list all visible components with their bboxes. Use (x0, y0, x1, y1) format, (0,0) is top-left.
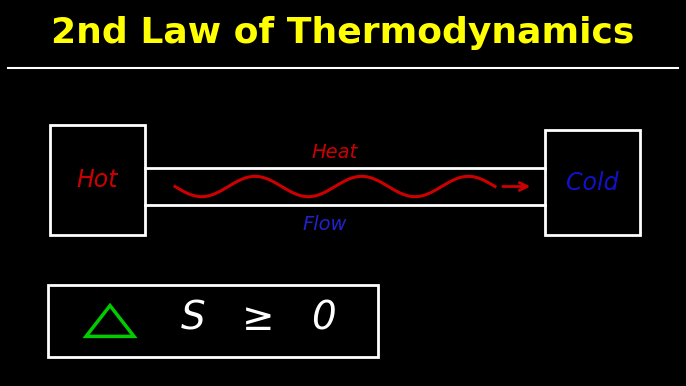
Text: Heat: Heat (312, 142, 358, 161)
Text: Cold: Cold (566, 171, 619, 195)
Bar (48, 285, 378, 357)
Text: Hot: Hot (77, 168, 118, 192)
Text: ≥: ≥ (241, 300, 274, 338)
Text: 0: 0 (311, 300, 335, 338)
Text: S: S (180, 300, 205, 338)
Text: 2nd Law of Thermodynamics: 2nd Law of Thermodynamics (51, 16, 635, 50)
Bar (545, 130, 640, 235)
Text: Flow: Flow (303, 215, 347, 235)
Bar (50, 125, 145, 235)
